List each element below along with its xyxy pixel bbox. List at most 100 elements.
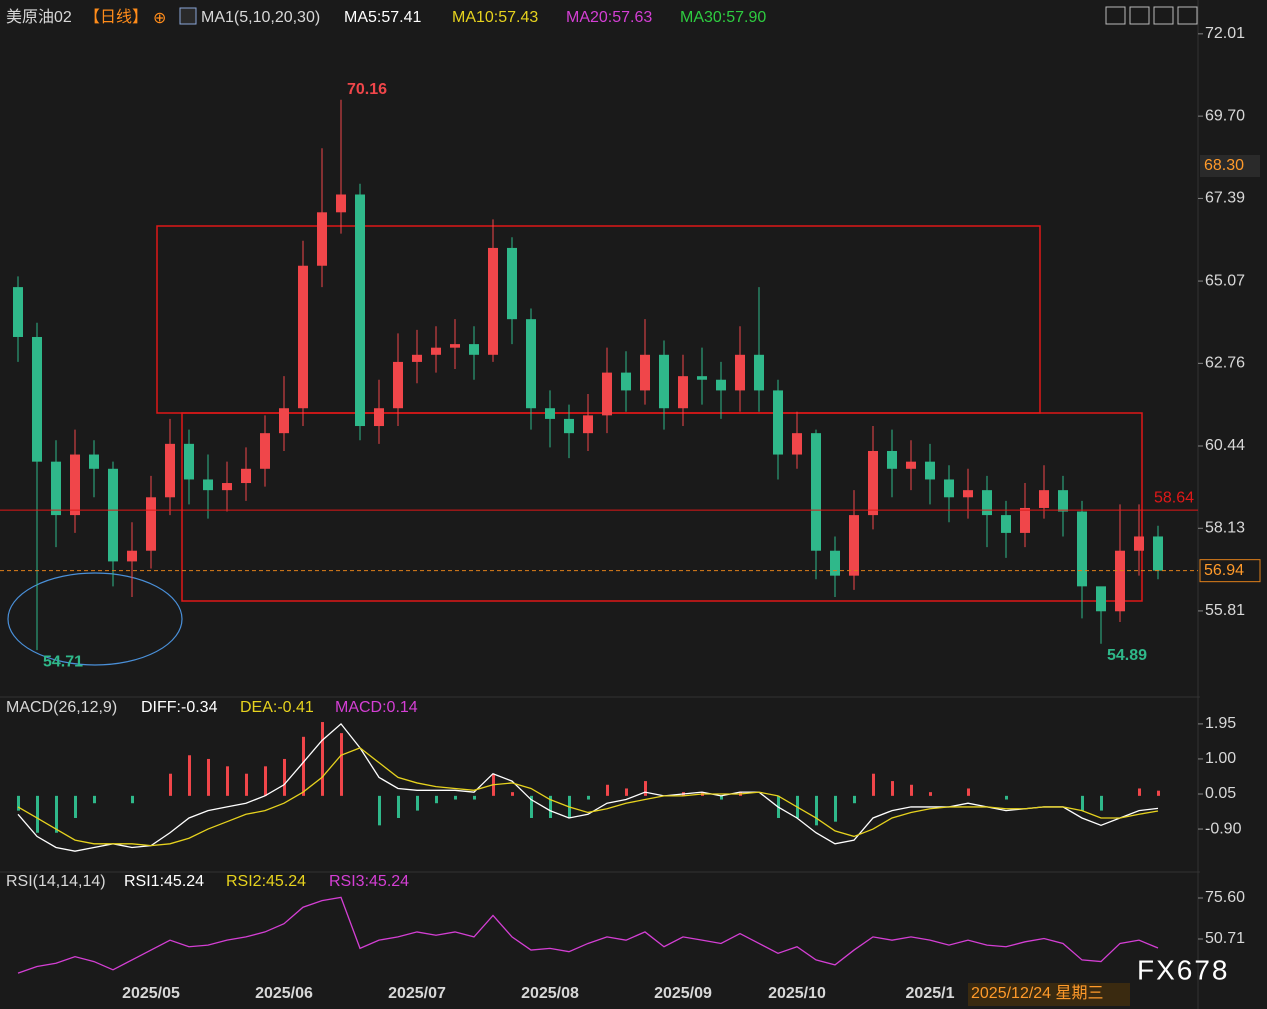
candle-body bbox=[963, 490, 973, 498]
candle-body bbox=[374, 408, 384, 427]
candle-body bbox=[412, 354, 422, 362]
highlight-ellipse bbox=[7, 572, 183, 666]
settings-icon[interactable]: ⊕ bbox=[153, 10, 166, 27]
high-label: 70.16 bbox=[347, 81, 387, 98]
candle-body bbox=[51, 461, 61, 516]
macd-bar bbox=[815, 795, 818, 826]
last-price-box bbox=[1199, 559, 1261, 583]
macd-bar bbox=[55, 795, 58, 833]
candle-body bbox=[944, 479, 954, 498]
candle-body bbox=[488, 247, 498, 355]
candle-body bbox=[260, 433, 270, 469]
macd-bar bbox=[606, 784, 609, 796]
candle-body bbox=[640, 354, 650, 391]
candle-body bbox=[70, 454, 80, 516]
candle-body bbox=[982, 490, 992, 516]
candle-body bbox=[1077, 511, 1087, 587]
candle-body bbox=[165, 443, 175, 498]
macd-bar bbox=[74, 795, 77, 818]
candle-body bbox=[716, 379, 726, 391]
macd-bar bbox=[283, 758, 286, 796]
candle-body bbox=[1039, 490, 1049, 508]
macd-bar bbox=[1081, 795, 1084, 811]
macd-bar bbox=[720, 795, 723, 800]
x-tick-label: 2025/09 bbox=[654, 985, 712, 1002]
level-label: 58.64 bbox=[1154, 489, 1194, 506]
x-tick-label: 2025/06 bbox=[255, 985, 313, 1002]
candle-body bbox=[830, 550, 840, 576]
candle-body bbox=[146, 497, 156, 551]
rsi-line bbox=[17, 896, 1159, 974]
dea-label: DEA:-0.41 bbox=[240, 699, 314, 716]
candle-body bbox=[393, 361, 403, 409]
candle-body bbox=[697, 376, 707, 380]
candle-body bbox=[1153, 536, 1163, 571]
candle-body bbox=[811, 433, 821, 551]
macd-bar bbox=[188, 755, 191, 796]
last-price-label: 56.94 bbox=[1204, 562, 1244, 579]
candle-body bbox=[317, 212, 327, 266]
candle-body bbox=[203, 479, 213, 491]
y-tick-label: 67.39 bbox=[1205, 190, 1245, 207]
macd-bar bbox=[245, 773, 248, 796]
ma20-label: MA20:57.63 bbox=[566, 9, 652, 26]
headers: 美原油02 【日线】 ⊕ MA1(5,10,20,30) MA5:57.41 M… bbox=[6, 7, 766, 890]
candle-body bbox=[1001, 515, 1011, 533]
tool-button[interactable] bbox=[1153, 6, 1174, 25]
macd-bar bbox=[910, 784, 913, 796]
tool-button[interactable] bbox=[1129, 6, 1150, 25]
candle-body bbox=[1115, 550, 1125, 612]
y-tick-label: 55.81 bbox=[1205, 602, 1245, 619]
ma10-label: MA10:57.43 bbox=[452, 9, 538, 26]
candle-body bbox=[507, 247, 517, 320]
y-tick-label: 1.95 bbox=[1205, 715, 1236, 732]
macd-bar bbox=[207, 758, 210, 796]
candle-body bbox=[184, 443, 194, 480]
macd-bar bbox=[416, 795, 419, 811]
candle-body bbox=[564, 418, 574, 434]
candle-body bbox=[108, 468, 118, 562]
macd-bar bbox=[1138, 788, 1141, 796]
instrument-title: 美原油02 bbox=[6, 8, 72, 26]
candle-body bbox=[469, 344, 479, 355]
candle-body bbox=[336, 194, 346, 213]
period: 【日线】 bbox=[84, 8, 148, 26]
low-label: 54.71 bbox=[43, 653, 83, 670]
ma-icon[interactable] bbox=[179, 7, 197, 25]
candle-body bbox=[925, 461, 935, 480]
macd-bar bbox=[169, 773, 172, 796]
rsi3-label: RSI3:45.24 bbox=[329, 873, 409, 890]
candle-body bbox=[526, 319, 536, 409]
dea-line bbox=[17, 747, 1159, 847]
toolbar bbox=[1105, 6, 1198, 25]
candle-body bbox=[1096, 586, 1106, 612]
tool-button[interactable] bbox=[1177, 6, 1198, 25]
y-tick-label: 75.60 bbox=[1205, 889, 1245, 906]
macd-bar bbox=[891, 781, 894, 796]
candle-body bbox=[678, 376, 688, 409]
rsi2-label: RSI2:45.24 bbox=[226, 873, 306, 890]
macd-bar bbox=[321, 722, 324, 796]
ma5-label: MA5:57.41 bbox=[344, 9, 421, 26]
diff-label: DIFF:-0.34 bbox=[141, 699, 218, 716]
x-tick-label: 2025/10 bbox=[768, 985, 826, 1002]
y-tick-label: 65.07 bbox=[1205, 272, 1245, 289]
candle-body bbox=[906, 461, 916, 469]
macd-bar bbox=[473, 795, 476, 800]
macd-bar bbox=[302, 736, 305, 796]
tool-button[interactable] bbox=[1105, 6, 1126, 25]
macd-bar bbox=[929, 792, 932, 796]
ma-label: MA1(5,10,20,30) bbox=[201, 9, 320, 26]
brand: FX678 bbox=[1137, 954, 1230, 985]
candle-body bbox=[887, 450, 897, 469]
candle-body bbox=[279, 408, 289, 434]
macd-bar bbox=[1100, 795, 1103, 811]
candle-body bbox=[583, 415, 593, 434]
macd-bar bbox=[530, 795, 533, 818]
candle-body bbox=[89, 454, 99, 469]
y-tick-label: 72.01 bbox=[1205, 25, 1245, 42]
macd-bar bbox=[644, 781, 647, 796]
macd-bar bbox=[435, 795, 438, 804]
